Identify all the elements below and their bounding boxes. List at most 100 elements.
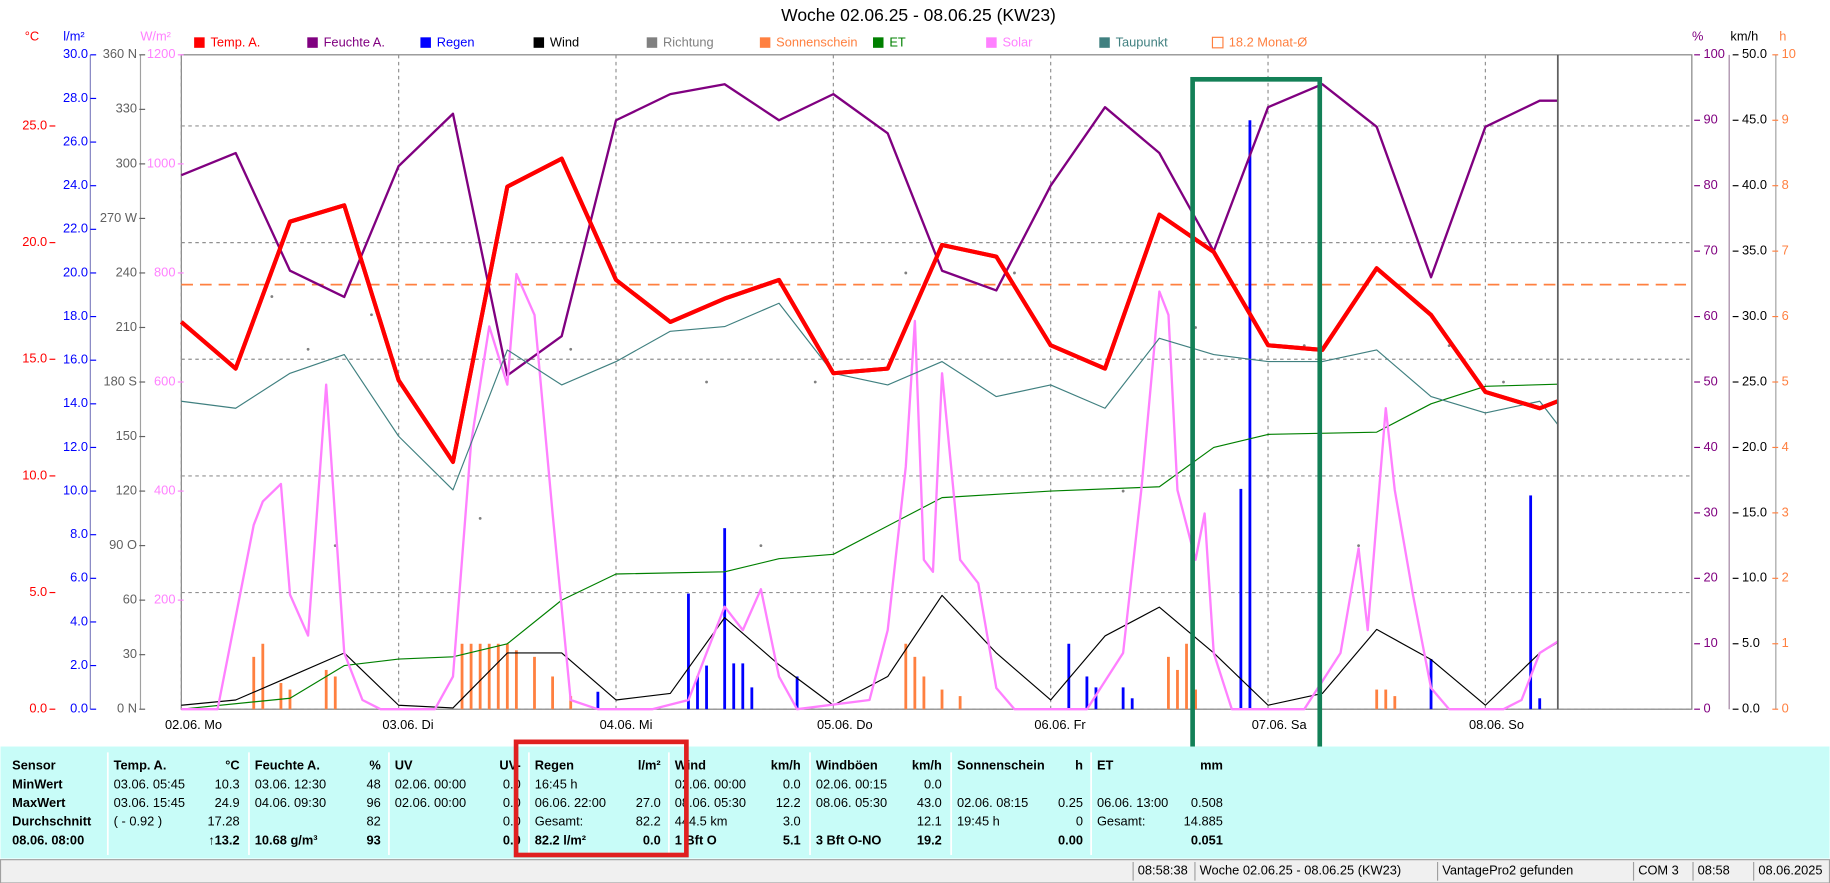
cell-value: l/m² xyxy=(638,758,661,773)
cell-text: Gesamt: xyxy=(535,814,583,829)
cell-value: 82 xyxy=(366,814,380,829)
bar xyxy=(958,696,962,710)
cell-text: Feuchte A. xyxy=(255,758,320,773)
cell-value: 82.2 xyxy=(636,814,661,829)
legend-label: ET xyxy=(889,35,906,50)
cell-text: Windböen xyxy=(816,758,878,773)
cell-text: 08.06. 08:00 xyxy=(12,832,84,847)
cell-text: Temp. A. xyxy=(114,758,167,773)
legend-label: Wind xyxy=(550,35,579,50)
y-tick-label: 400 xyxy=(154,482,175,497)
cell-text: 19:45 h xyxy=(957,814,1000,829)
direction-dot xyxy=(759,544,763,548)
cell-value: 27.0 xyxy=(636,795,661,810)
y-tick-label: 0.0 xyxy=(70,701,88,716)
y-tick-label: 10.0 xyxy=(63,482,88,497)
cell-value: 0.0 xyxy=(643,832,661,847)
bar xyxy=(913,656,917,710)
bar xyxy=(1393,696,1397,710)
cell-text: 1 Bft O xyxy=(675,832,717,847)
cell-value: mm xyxy=(1200,758,1223,773)
bar xyxy=(514,650,518,710)
plot-area xyxy=(180,54,1693,710)
bar xyxy=(596,691,600,710)
bar xyxy=(1067,643,1071,710)
y-tick-label: 10 xyxy=(1704,635,1718,650)
y-tick-label: 1 xyxy=(1782,635,1789,650)
legend-label: 18.2 Monat-Ø xyxy=(1229,35,1307,50)
legend-swatch xyxy=(1099,37,1110,48)
legend-swatch xyxy=(986,37,997,48)
y-tick-label: 300 xyxy=(116,155,137,170)
bar xyxy=(569,696,573,710)
y-tick-label: 40.0 xyxy=(1742,177,1767,192)
y-tick-label: 20.0 xyxy=(63,264,88,279)
cell-value: 5.1 xyxy=(783,832,801,847)
y-tick-label: 28.0 xyxy=(63,90,88,105)
bar xyxy=(1167,656,1170,710)
cell-value: 12.1 xyxy=(917,814,942,829)
legend-swatch xyxy=(533,37,545,48)
y-tick-label: 0.0 xyxy=(1742,701,1760,716)
y-tick-label: 25.0 xyxy=(1742,373,1767,388)
y-tick-label: 10.0 xyxy=(22,467,47,482)
cell-value: 0.00 xyxy=(1058,832,1083,847)
y-tick-label: 20 xyxy=(1704,570,1718,585)
y-tick-label: 120 xyxy=(116,482,137,497)
legend-label: Taupunkt xyxy=(1116,35,1168,50)
axis-unit: km/h xyxy=(1730,29,1758,44)
bar xyxy=(795,676,799,710)
bar xyxy=(723,528,727,710)
cell-text: 03.06. 12:30 xyxy=(255,776,326,791)
y-tick-label: 24.0 xyxy=(63,177,88,192)
direction-dot xyxy=(1121,489,1125,493)
legend-swatch xyxy=(194,37,205,48)
legend-label: Sonnenschein xyxy=(776,35,857,50)
x-tick-label: 04.06. Mi xyxy=(600,717,653,732)
y-tick-label: 330 xyxy=(116,101,137,116)
bar xyxy=(1375,689,1379,710)
cell-text: 02.06. 00:00 xyxy=(675,776,746,791)
y-tick-label: 200 xyxy=(154,592,175,607)
y-tick-label: 180 S xyxy=(103,373,137,388)
series-line xyxy=(181,272,1559,711)
legend-swatch xyxy=(873,37,884,48)
status-text: 08.06.2025 xyxy=(1758,863,1822,878)
bar xyxy=(1239,488,1243,710)
cell-value: 43.0 xyxy=(917,795,942,810)
legend-label: Regen xyxy=(437,35,475,50)
y-tick-label: 360 N xyxy=(103,46,137,61)
bar xyxy=(705,665,708,710)
y-tick-label: 90 xyxy=(1704,112,1718,127)
y-tick-label: 5 xyxy=(1782,373,1789,388)
direction-dot xyxy=(705,380,708,384)
axis-unit: W/m² xyxy=(140,29,171,44)
cell-text: Regen xyxy=(535,758,574,773)
y-tick-label: 60 xyxy=(123,592,137,607)
bar xyxy=(487,643,491,710)
bar xyxy=(288,689,292,710)
y-tick-label: 8 xyxy=(1782,177,1789,192)
cell-text: 06.06. 22:00 xyxy=(535,795,606,810)
bar xyxy=(324,669,328,710)
direction-dot xyxy=(569,347,573,351)
x-tick-label: 03.06. Di xyxy=(382,717,433,732)
cell-text: ( - 0.92 ) xyxy=(114,814,162,829)
y-tick-label: 25.0 xyxy=(22,117,47,132)
direction-dot xyxy=(1502,380,1505,384)
legend-swatch xyxy=(646,37,658,48)
legend-swatch xyxy=(307,37,318,48)
cell-text: 02.06. 08:15 xyxy=(957,795,1028,810)
y-tick-label: 40 xyxy=(1704,439,1718,454)
x-tick-label: 08.06. So xyxy=(1469,717,1524,732)
bar xyxy=(1538,698,1542,710)
bar xyxy=(279,683,283,710)
cell-text: Durchschnitt xyxy=(12,814,92,829)
cell-value: 3.0 xyxy=(783,814,801,829)
direction-dot xyxy=(306,347,310,351)
y-tick-label: 12.0 xyxy=(63,439,88,454)
legend-label: Solar xyxy=(1002,35,1033,50)
cell-text: ET xyxy=(1097,758,1114,773)
cell-value: 12.2 xyxy=(776,795,801,810)
cell-value: km/h xyxy=(912,758,942,773)
